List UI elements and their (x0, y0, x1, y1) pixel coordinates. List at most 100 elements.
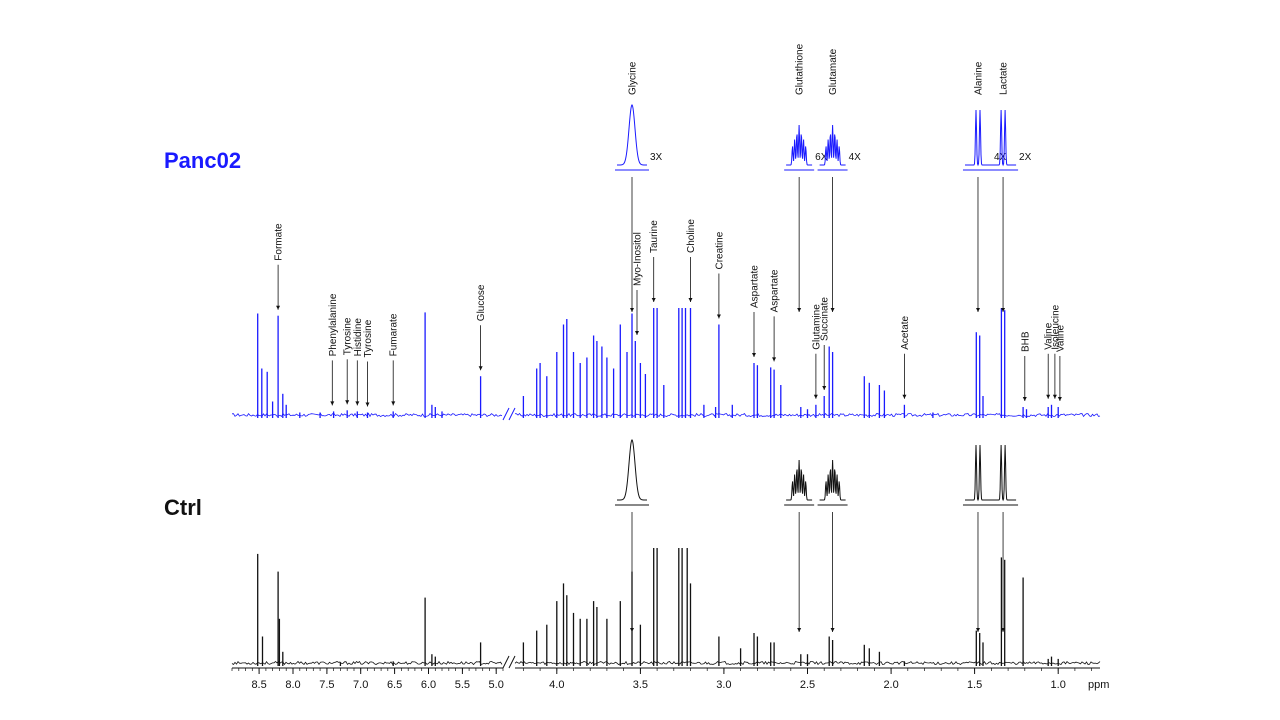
annotation-label-1: Phenylalanine (328, 293, 339, 356)
x-tick-label-9: 3.5 (633, 679, 648, 691)
inset-peak-panc02-0 (617, 104, 647, 166)
annotation-label-4: Tyrosine (363, 319, 374, 357)
inset-arrowhead-ctrl-2 (830, 628, 835, 632)
inset-arrowhead-ctrl-4 (1001, 628, 1006, 632)
series-title-panc02: Panc02 (164, 148, 241, 173)
panc02-spectrum-group (231, 308, 1101, 418)
series-title-ctrl: Ctrl (164, 495, 202, 520)
annotation-label-6: Glucose (476, 284, 487, 321)
annotation-label-12: Aspartate (770, 269, 781, 312)
annotation-label-16: BHB (1020, 331, 1031, 352)
inset-arrowhead-panc02-1 (797, 308, 802, 312)
inset-arrowhead-panc02-4 (1001, 308, 1006, 312)
axis-break-slash-1 (502, 407, 510, 421)
annotation-arrowhead-17 (1046, 394, 1051, 399)
inset-peak-ctrl-2 (819, 459, 846, 501)
annotation-arrowhead-16 (1022, 397, 1027, 401)
x-tick-label-11: 2.5 (800, 679, 815, 691)
annotation-label-15: Acetate (900, 315, 911, 349)
annotation-arrowhead-19 (1057, 397, 1062, 401)
axis-break-slash-3 (502, 655, 510, 669)
inset-label-3: Alanine (973, 61, 984, 95)
annotation-arrowhead-10 (716, 314, 721, 319)
x-tick-label-3: 7.0 (353, 679, 368, 691)
inset-multiplier-2: 4X (849, 152, 862, 163)
inset-multiplier-4: 2X (1019, 152, 1032, 163)
annotation-label-19: Valine (1055, 325, 1066, 352)
annotation-label-8: Taurine (649, 220, 660, 253)
inset-arrowhead-ctrl-1 (797, 628, 802, 632)
baseline-ctrl-1 (231, 660, 503, 666)
x-axis-label: ppm (1088, 679, 1109, 691)
x-tick-label-1: 8.0 (285, 679, 300, 691)
axis-break-slash-2 (508, 407, 516, 421)
inset-label-0: Glycine (628, 61, 639, 95)
x-tick-label-5: 6.0 (421, 679, 436, 691)
inset-peak-ctrl-0 (617, 439, 647, 501)
annotation-arrowhead-18 (1052, 394, 1057, 399)
inset-multiplier-0: 3X (650, 152, 663, 163)
x-tick-label-7: 5.0 (489, 679, 504, 691)
inset-peak-ctrl-1 (786, 459, 813, 501)
inset-label-4: Lactate (999, 62, 1010, 95)
axis-break-slash-4 (508, 655, 516, 669)
x-tick-label-2: 7.5 (319, 679, 334, 691)
annotation-label-17: Valine (1044, 322, 1055, 349)
x-tick-label-14: 1.0 (1051, 679, 1066, 691)
annotation-arrowhead-4 (365, 402, 370, 407)
annotation-arrowhead-12 (772, 357, 777, 362)
x-tick-label-4: 6.5 (387, 679, 402, 691)
inset-peak-panc02-4 (990, 109, 1017, 167)
inset-arrowhead-panc02-0 (630, 308, 634, 312)
annotation-label-18: Isoleucine (1050, 304, 1061, 349)
x-tick-label-0: 8.5 (251, 679, 266, 691)
ctrl-spectrum-group (231, 548, 1101, 666)
annotation-arrowhead-13 (813, 394, 818, 399)
x-tick-label-8: 4.0 (549, 679, 564, 691)
inset-peak-panc02-1 (786, 124, 813, 166)
annotation-label-14: Succinate (820, 297, 831, 341)
axis-break-marks (502, 407, 516, 669)
inset-group: 3XGlycine6XGlutathione4XGlutamate4XAlani… (615, 43, 1032, 632)
inset-peak-ctrl-3 (965, 444, 991, 502)
inset-label-1: Glutathione (795, 43, 806, 95)
annotation-arrowhead-11 (752, 353, 757, 357)
annotation-arrowhead-14 (822, 386, 827, 390)
annotation-arrowhead-2 (345, 400, 350, 405)
annotation-arrowhead-8 (651, 298, 656, 302)
annotation-label-0: Formate (274, 223, 285, 261)
x-axis-ticks: 8.5 8.0 7.5 7.0 6.5 6.0 5.5 5.0 4.0 3.5 3.0 2.5 2.0 1… (231, 668, 1092, 691)
inset-multiplier-1: 6X (815, 152, 828, 163)
x-tick-label-10: 3.0 (716, 679, 731, 691)
annotation-label-11: Aspartate (750, 265, 761, 308)
inset-arrowhead-panc02-2 (830, 308, 835, 312)
annotation-arrowhead-0 (276, 305, 281, 310)
inset-arrowhead-ctrl-0 (630, 628, 634, 632)
annotation-label-2: Tyrosine (343, 317, 354, 355)
annotation-arrowhead-5 (391, 401, 396, 406)
inset-arrowhead-panc02-3 (975, 308, 980, 312)
annotation-label-13: Glutamine (811, 304, 822, 350)
annotation-arrowhead-9 (688, 298, 693, 302)
inset-peak-panc02-2 (819, 124, 846, 166)
annotation-label-5: Fumarate (389, 313, 400, 356)
inset-label-2: Glutamate (828, 48, 839, 95)
annotation-arrowhead-15 (902, 394, 907, 399)
inset-arrowhead-ctrl-3 (975, 628, 980, 632)
annotation-label-9: Choline (686, 219, 697, 253)
annotation-arrowhead-1 (330, 401, 335, 406)
inset-peak-ctrl-4 (990, 444, 1017, 502)
annotation-label-7: Myo-Inositol (633, 232, 644, 286)
annotation-group: Formate Phenylalanine Tyrosine Histidine Tyr… (274, 219, 1066, 407)
annotation-label-3: Histidine (353, 318, 364, 357)
x-tick-label-13: 1.5 (967, 679, 982, 691)
annotation-arrowhead-3 (355, 401, 360, 406)
inset-peak-panc02-3 (965, 109, 991, 167)
annotation-arrowhead-7 (635, 331, 640, 335)
x-tick-label-6: 5.5 (455, 679, 470, 691)
annotation-label-10: Creatine (714, 231, 725, 269)
annotation-arrowhead-6 (478, 366, 483, 371)
x-axis: 8.5 8.0 7.5 7.0 6.5 6.0 5.5 5.0 4.0 3.5 3.0 2.5 2.0 1… (231, 667, 1109, 691)
x-tick-label-12: 2.0 (883, 679, 898, 691)
